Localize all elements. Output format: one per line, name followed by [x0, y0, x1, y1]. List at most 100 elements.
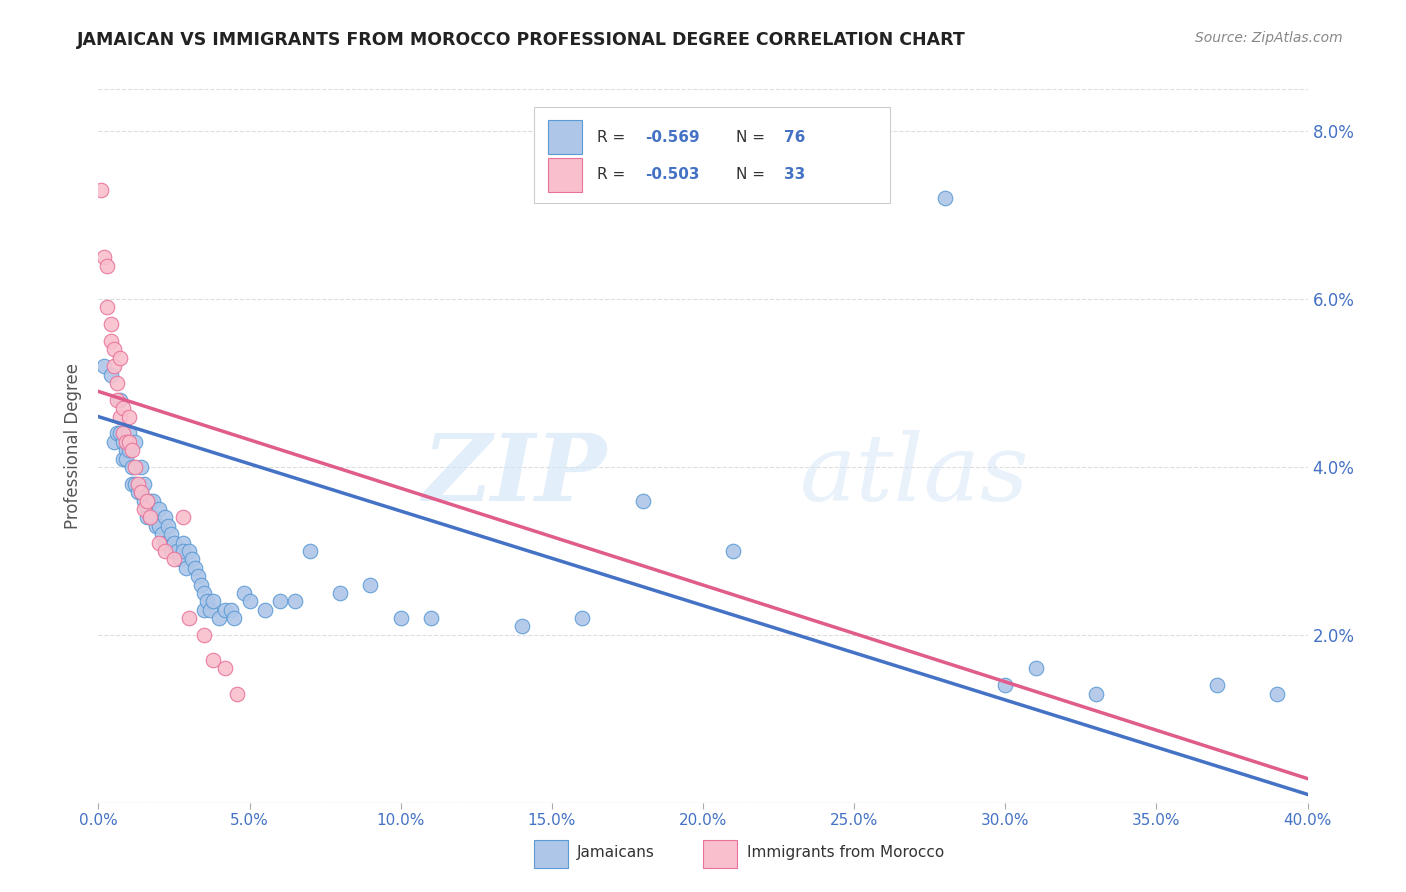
Point: [172, 535, 194, 549]
Point: [118, 434, 141, 449]
Point: [723, 544, 745, 558]
Point: [239, 594, 262, 608]
Point: [994, 678, 1017, 692]
Point: [160, 527, 183, 541]
Text: Source: ZipAtlas.com: Source: ZipAtlas.com: [1195, 31, 1343, 45]
Point: [200, 603, 222, 617]
Point: [148, 535, 170, 549]
Point: [139, 510, 162, 524]
Point: [103, 359, 125, 374]
Point: [118, 443, 141, 458]
Point: [184, 560, 207, 574]
Point: [108, 426, 131, 441]
Point: [172, 510, 194, 524]
Point: [100, 318, 122, 332]
Point: [111, 401, 134, 416]
Point: [105, 376, 128, 390]
Point: [108, 351, 131, 365]
Point: [124, 460, 146, 475]
Point: [135, 502, 157, 516]
Point: [114, 443, 136, 458]
Point: [111, 451, 134, 466]
Point: [121, 460, 143, 475]
Point: [193, 628, 215, 642]
Point: [105, 426, 128, 441]
Point: [166, 544, 188, 558]
Text: Jamaicans: Jamaicans: [578, 846, 655, 860]
Point: [103, 343, 125, 357]
Text: 33: 33: [785, 168, 806, 182]
Point: [187, 569, 209, 583]
Point: [174, 560, 197, 574]
Point: [108, 409, 131, 424]
Point: [114, 451, 136, 466]
Point: [135, 510, 157, 524]
Point: [127, 485, 149, 500]
Point: [163, 535, 186, 549]
Point: [214, 661, 236, 675]
Point: [148, 518, 170, 533]
Point: [124, 434, 146, 449]
Point: [132, 476, 155, 491]
Point: [121, 476, 143, 491]
Text: atlas: atlas: [800, 430, 1029, 519]
Point: [190, 577, 212, 591]
Point: [153, 510, 176, 524]
Text: N =: N =: [735, 168, 769, 182]
Point: [224, 611, 246, 625]
Point: [105, 392, 128, 407]
Text: 76: 76: [785, 129, 806, 145]
Point: [202, 594, 225, 608]
Point: [100, 368, 122, 382]
Point: [114, 434, 136, 449]
Point: [571, 611, 593, 625]
Point: [631, 493, 654, 508]
Point: [269, 594, 291, 608]
Point: [148, 502, 170, 516]
Point: [150, 527, 173, 541]
Bar: [703, 840, 737, 869]
Point: [93, 359, 115, 374]
Point: [129, 460, 152, 475]
Point: [181, 552, 204, 566]
Point: [132, 502, 155, 516]
Point: [121, 443, 143, 458]
Point: [160, 544, 183, 558]
Point: [420, 611, 443, 625]
Point: [142, 493, 165, 508]
Point: [118, 426, 141, 441]
Point: [135, 493, 157, 508]
Text: -0.569: -0.569: [645, 129, 700, 145]
Point: [232, 586, 254, 600]
Point: [103, 434, 125, 449]
Point: [193, 603, 215, 617]
Point: [132, 493, 155, 508]
Point: [389, 611, 412, 625]
Point: [156, 518, 179, 533]
Bar: [548, 120, 582, 154]
Point: [163, 552, 186, 566]
Point: [129, 485, 152, 500]
Point: [139, 493, 162, 508]
Point: [299, 544, 322, 558]
Point: [111, 426, 134, 441]
FancyBboxPatch shape: [534, 107, 890, 203]
Point: [360, 577, 382, 591]
Point: [253, 603, 276, 617]
Text: ZIP: ZIP: [422, 430, 606, 519]
Point: [96, 259, 118, 273]
Point: [139, 510, 162, 524]
Point: [329, 586, 352, 600]
Text: JAMAICAN VS IMMIGRANTS FROM MOROCCO PROFESSIONAL DEGREE CORRELATION CHART: JAMAICAN VS IMMIGRANTS FROM MOROCCO PROF…: [77, 31, 966, 49]
Point: [172, 544, 194, 558]
Text: -0.503: -0.503: [645, 168, 699, 182]
Point: [127, 476, 149, 491]
Point: [193, 586, 215, 600]
Point: [226, 687, 249, 701]
Point: [179, 611, 201, 625]
Text: Immigrants from Morocco: Immigrants from Morocco: [747, 846, 943, 860]
Text: R =: R =: [596, 129, 630, 145]
Point: [284, 594, 307, 608]
Point: [111, 434, 134, 449]
Point: [510, 619, 533, 633]
